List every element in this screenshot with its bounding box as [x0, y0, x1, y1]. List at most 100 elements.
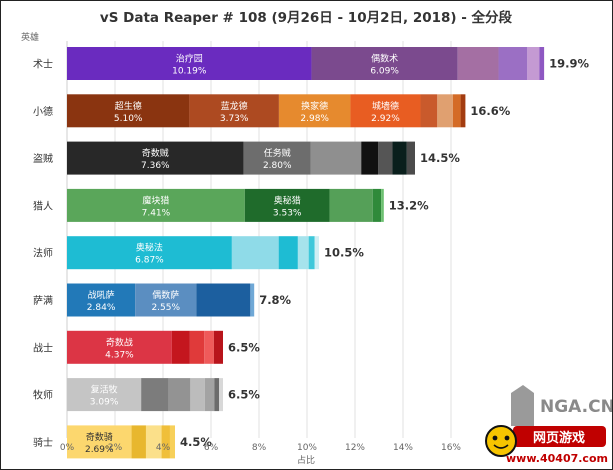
segment-name-label: 奥秘法	[136, 242, 163, 254]
bar-segment	[437, 94, 453, 128]
segment-name-label: 偶数萨	[152, 289, 179, 301]
segment-value-label: 2.84%	[87, 303, 116, 313]
y-axis-label: 英雄	[21, 31, 39, 43]
bar-segment	[361, 141, 379, 175]
segment-name-label: 超生德	[115, 100, 142, 112]
segment-name-label: 偶数术	[371, 53, 398, 65]
segment-name-label: 奇数战	[106, 336, 133, 348]
bar-segment	[420, 94, 438, 128]
segment-value-label: 2.92%	[371, 114, 400, 124]
bar-segment	[310, 141, 362, 175]
segment-name-label: 蓝龙德	[221, 100, 248, 112]
category-label: 盗贼	[33, 152, 53, 165]
segment-value-label: 7.41%	[142, 208, 171, 218]
x-tick-label: 4%	[156, 443, 171, 453]
bar-segment	[308, 236, 315, 270]
bar-segment	[67, 425, 132, 459]
mascot-mouth-icon	[493, 444, 509, 449]
segment-value-label: 2.69%	[85, 445, 114, 455]
bar-segment	[145, 425, 162, 459]
bar-segment	[189, 330, 205, 364]
bar-segment	[67, 141, 244, 175]
bar-total-label: 19.9%	[549, 57, 589, 71]
watermark-tower-icon	[511, 385, 534, 426]
x-ticks: 0% 2% 4% 6% 8% 10% 12% 14% 16%	[60, 443, 462, 453]
bar-segment	[169, 425, 175, 459]
watermark-badge-text: 网页游戏	[533, 430, 585, 446]
bar-segment	[214, 378, 220, 412]
category-label: 猎人	[33, 199, 53, 212]
category-label: 战士	[33, 341, 53, 354]
segment-value-label: 3.53%	[273, 208, 302, 218]
x-tick-label: 2%	[108, 443, 123, 453]
bar-segment	[67, 188, 245, 222]
mascot-eye-icon	[504, 435, 510, 441]
bar-segment	[311, 47, 458, 80]
segment-value-label: 6.87%	[135, 256, 164, 266]
segment-value-label: 2.80%	[263, 161, 292, 171]
bar-total-label: 6.5%	[228, 340, 260, 354]
segment-name-label: 奇数骑	[86, 431, 113, 443]
bar-total-label: 13.2%	[389, 198, 429, 212]
bar-segment	[161, 425, 170, 459]
segment-value-label: 5.10%	[114, 114, 143, 124]
bar-total-label: 4.5%	[180, 435, 212, 449]
x-tick-label: 12%	[345, 443, 365, 453]
bar-segment	[329, 188, 373, 222]
mascot-icon	[485, 425, 517, 457]
segment-name-label: 奥秘猎	[274, 194, 301, 206]
bar-segment	[378, 141, 393, 175]
segment-value-label: 2.98%	[300, 114, 329, 124]
watermark-logo: NGA.CN	[540, 397, 612, 417]
watermark-badge	[513, 426, 606, 447]
bar-segment	[171, 330, 190, 364]
bar-segment	[67, 378, 142, 412]
watermark-url: www.40407.com	[506, 452, 608, 465]
bar-segment	[141, 378, 169, 412]
x-tick-label: 8%	[252, 443, 267, 453]
segment-name-label: 奇数贼	[142, 147, 169, 159]
bar-segment	[168, 378, 191, 412]
bar-segment	[244, 188, 330, 222]
bar-segment	[314, 236, 319, 270]
bar-segment	[131, 425, 146, 459]
bar-segment	[452, 94, 461, 128]
x-tick-label: 0%	[60, 443, 75, 453]
category-label: 牧师	[33, 389, 53, 402]
bar-segment	[297, 236, 309, 270]
bar-segment	[190, 378, 205, 412]
x-tick-label: 16%	[441, 443, 461, 453]
segment-value-label: 3.73%	[220, 114, 249, 124]
category-label: 小德	[33, 105, 53, 118]
x-tick-label: 6%	[204, 443, 219, 453]
bar-segment	[539, 47, 545, 80]
bar-segment	[498, 47, 528, 80]
category-label: 萨满	[33, 295, 53, 307]
segment-value-label: 4.37%	[105, 350, 134, 360]
bar-segment	[219, 378, 223, 412]
bar-segment	[67, 47, 312, 80]
bar-segment	[250, 283, 255, 317]
labels-group: 术士 治疗园 10.19% 偶数术 6.09% 19.9% 小德 超生德 5.10% 蓝龙德 3.7…	[33, 53, 589, 455]
bar-segment	[231, 236, 279, 270]
segment-name-label: 任务贼	[264, 147, 291, 159]
bar-segment	[204, 330, 214, 364]
bar-segment	[67, 283, 136, 317]
bar-segment	[392, 141, 407, 175]
bar-segment	[527, 47, 540, 80]
bars-group	[67, 47, 545, 459]
mascot-eye-icon	[492, 435, 498, 441]
bar-total-label: 10.5%	[324, 246, 364, 260]
bar-segment	[406, 141, 415, 175]
segment-name-label: 城墙德	[372, 100, 399, 112]
bar-segment	[243, 141, 311, 175]
bar-segment	[135, 283, 197, 317]
segment-name-label: 治疗园	[176, 53, 203, 65]
bar-segment	[278, 236, 298, 270]
segment-value-label: 2.55%	[151, 303, 180, 313]
x-tick-label: 14%	[393, 443, 413, 453]
segment-value-label: 10.19%	[172, 67, 207, 77]
x-axis-label: 占比	[297, 454, 315, 466]
